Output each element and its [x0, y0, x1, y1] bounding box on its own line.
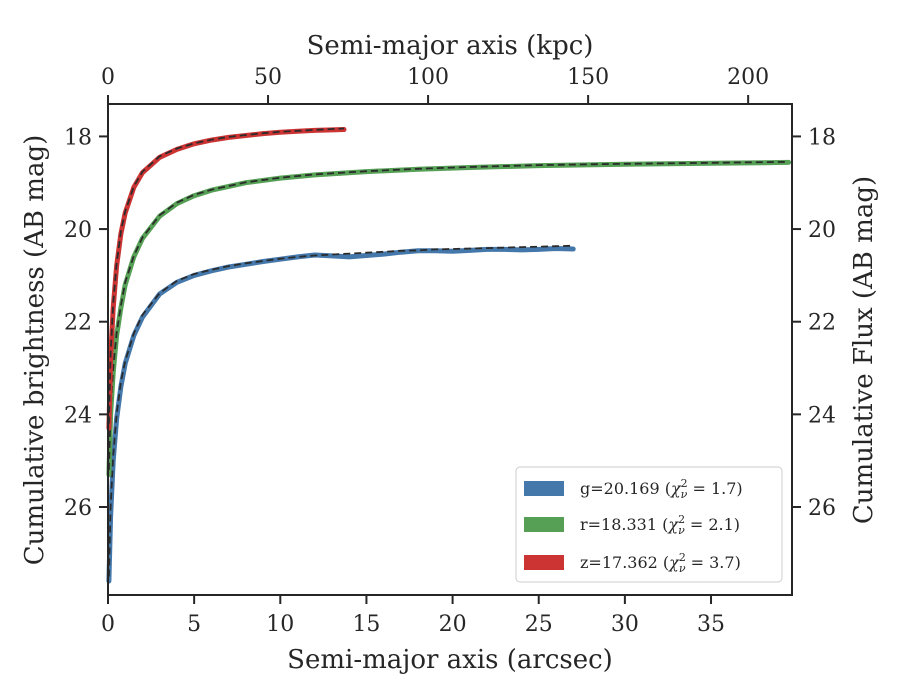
legend-name-r: r=18.331: [580, 515, 657, 534]
x-tick-label: 0: [101, 612, 115, 637]
legend: g=20.169 (χ2 ν = 1.7) r=18.331 (χ2 ν = 2.1…: [515, 466, 783, 583]
x-tick-label: 35: [697, 612, 725, 637]
series-lines: [106, 127, 792, 584]
x2-tick-label: 50: [254, 65, 282, 90]
legend-chi2-r: 2.1: [708, 515, 733, 534]
x2-tick-label: 0: [101, 65, 115, 90]
legend-swatch-g: [524, 481, 564, 496]
y-tick-label: 18: [64, 125, 92, 150]
series-line-g: [106, 246, 576, 584]
x2-axis-title: Semi-major axis (kpc): [307, 31, 594, 61]
y-tick-label: 24: [64, 403, 92, 428]
legend-chi2-g: 1.7: [711, 479, 736, 498]
x2-tick-label: 100: [407, 65, 449, 90]
x-tick-label: 10: [266, 612, 294, 637]
legend-label-g: g=20.169 (χ2 ν = 1.7): [580, 477, 743, 501]
y2-tick-label: 26: [808, 496, 836, 521]
legend-swatch-r: [524, 517, 564, 532]
legend-chi2-z: 3.7: [709, 553, 734, 572]
axis-ticks: 0 5 10 15 20 25 30 35 0 50 100 150 200 18 18 20 20 22 22 24…: [64, 65, 836, 637]
x2-tick-label: 200: [727, 65, 769, 90]
x-tick-label: 5: [187, 612, 201, 637]
legend-label-r: r=18.331 (χ2 ν = 2.1): [580, 513, 740, 537]
y-tick-label: 22: [64, 311, 92, 336]
y-axis-title: Cumulative brightness (AB mag): [20, 135, 50, 566]
legend-swatch-z: [524, 555, 564, 570]
x-tick-label: 25: [525, 612, 553, 637]
model-line-r: [108, 161, 789, 470]
y2-tick-label: 20: [808, 218, 836, 243]
y2-tick-label: 22: [808, 311, 836, 336]
legend-name-g: g=20.169: [580, 479, 660, 498]
legend-label-z: z=17.362 (χ2 ν = 3.7): [580, 551, 741, 575]
y-tick-label: 26: [64, 496, 92, 521]
legend-name-z: z=17.362: [580, 553, 658, 572]
x2-tick-label: 150: [567, 65, 609, 90]
series-line-r: [106, 159, 792, 478]
x-tick-label: 30: [611, 612, 639, 637]
axes-frame: [107, 103, 793, 596]
x-axis-title: Semi-major axis (arcsec): [287, 645, 613, 675]
model-line-g: [108, 244, 574, 577]
y2-tick-label: 24: [808, 403, 836, 428]
y2-axis-title: Cumulative Flux (AB mag): [849, 176, 879, 524]
x-tick-label: 15: [352, 612, 380, 637]
legend-frame: [515, 466, 783, 583]
y2-tick-label: 18: [808, 125, 836, 150]
model-line-z: [108, 127, 345, 424]
y-tick-label: 20: [64, 218, 92, 243]
x-tick-label: 20: [439, 612, 467, 637]
